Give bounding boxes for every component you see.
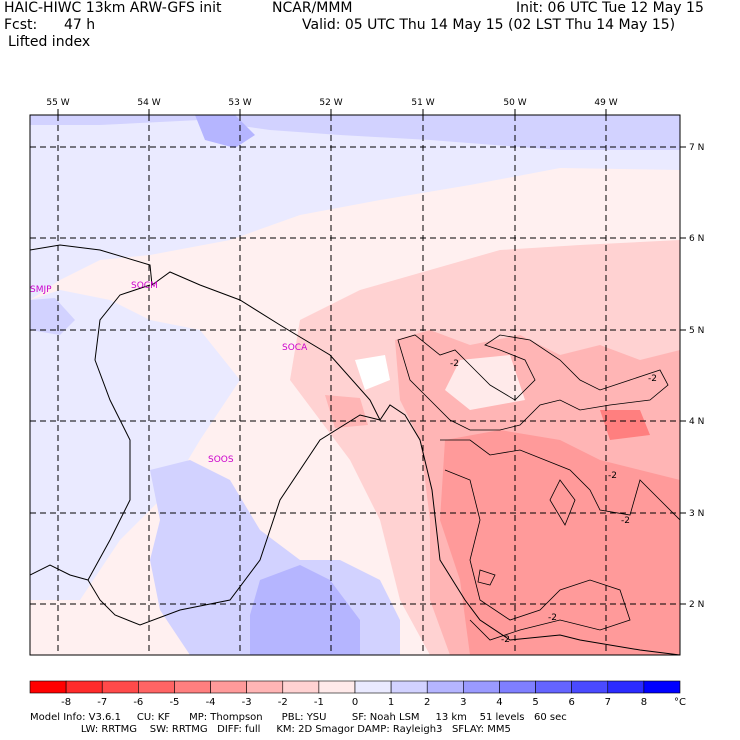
colorbar-swatch bbox=[210, 680, 247, 694]
init-time: Init: 06 UTC Tue 12 May 15 bbox=[516, 0, 704, 16]
colorbar-tick-label: -6 bbox=[133, 697, 143, 708]
colorbar-swatch bbox=[318, 680, 356, 694]
forecast-label: Fcst: bbox=[4, 17, 38, 33]
model-title: HAIC-HIWC 13km ARW-GFS init bbox=[4, 0, 222, 16]
lon-label: 54 W bbox=[137, 98, 160, 108]
lat-label: 3 N bbox=[689, 509, 704, 519]
lat-label: 2 N bbox=[689, 600, 704, 610]
contour-label: -2 bbox=[608, 471, 617, 481]
coastlines-borders bbox=[30, 244, 680, 655]
colorbar-tick-label: -2 bbox=[278, 697, 288, 708]
colorbar-swatch bbox=[643, 680, 681, 694]
colorbar-tick-label: 6 bbox=[568, 697, 574, 708]
org-label: NCAR/MMM bbox=[272, 0, 353, 16]
colorbar-tick-label: 1 bbox=[388, 697, 394, 708]
colorbar-swatch bbox=[246, 680, 284, 694]
model-info-line-1: Model Info: V3.6.1 CU: KF MP: Thompson P… bbox=[30, 712, 567, 723]
station-label-smjp: SMJP bbox=[30, 285, 52, 295]
station-label-socm: SOCM bbox=[131, 281, 158, 291]
lat-lon-grid bbox=[30, 115, 680, 655]
map-frame bbox=[29, 114, 681, 656]
colorbar-swatch bbox=[101, 680, 139, 694]
forecast-hour: 47 h bbox=[64, 17, 96, 33]
colorbar-swatch bbox=[138, 680, 175, 694]
colorbar-tick-label: -7 bbox=[97, 697, 107, 708]
colorbar-tick-label: 0 bbox=[352, 697, 358, 708]
colorbar-swatch bbox=[282, 680, 320, 694]
contour-label: -2 bbox=[548, 613, 557, 623]
colorbar-tick-label: 5 bbox=[532, 697, 538, 708]
colorbar-swatch bbox=[65, 680, 103, 694]
colorbar-swatch bbox=[571, 680, 609, 694]
colorbar-tick-label: -4 bbox=[206, 697, 216, 708]
contour-label: -2 bbox=[648, 374, 657, 384]
colorbar-swatch bbox=[354, 680, 392, 694]
colorbar-tick-label: -8 bbox=[61, 697, 71, 708]
field-name: Lifted index bbox=[8, 34, 91, 50]
colorbar-swatch bbox=[607, 680, 645, 694]
contour-lines bbox=[397, 334, 680, 641]
colorbar-tick-label: 2 bbox=[424, 697, 430, 708]
colorbar-tick-label: -1 bbox=[314, 697, 324, 708]
station-label-soos: SOOS bbox=[208, 455, 234, 465]
station-label-soca: SOCA bbox=[282, 343, 308, 353]
lon-label: 55 W bbox=[46, 98, 69, 108]
colorbar-swatch bbox=[426, 680, 464, 694]
colorbar-unit: °C bbox=[674, 697, 686, 708]
model-info-line-2: LW: RRTMG SW: RRTMG DIFF: full KM: 2D Sm… bbox=[30, 724, 511, 735]
colorbar-tick-label: 7 bbox=[605, 697, 611, 708]
lon-label: 53 W bbox=[228, 98, 251, 108]
valid-time: Valid: 05 UTC Thu 14 May 15 (02 LST Thu … bbox=[302, 17, 676, 33]
colorbar-swatch bbox=[535, 680, 572, 694]
lon-label: 52 W bbox=[319, 98, 342, 108]
lat-label: 4 N bbox=[689, 417, 704, 427]
contour-label: -2 bbox=[621, 516, 630, 526]
colorbar-tick-label: -5 bbox=[169, 697, 179, 708]
shaded-field bbox=[30, 115, 680, 655]
lon-label: 50 W bbox=[503, 98, 526, 108]
lon-label: 49 W bbox=[594, 98, 617, 108]
colorbar-swatch bbox=[29, 680, 67, 694]
lat-label: 6 N bbox=[689, 234, 704, 244]
axis-ticks bbox=[57, 109, 686, 605]
lat-label: 7 N bbox=[689, 143, 704, 153]
colorbar-swatch bbox=[390, 680, 428, 694]
colorbar-swatch bbox=[499, 680, 536, 694]
colorbar-swatch bbox=[463, 680, 500, 694]
colorbar-swatch bbox=[174, 680, 211, 694]
lon-label: 51 W bbox=[411, 98, 434, 108]
contour-label: -2 bbox=[450, 359, 459, 369]
colorbar-tick-label: -3 bbox=[242, 697, 252, 708]
colorbar-tick-label: 8 bbox=[641, 697, 647, 708]
colorbar: -8 -7 -6 -5 -4 -3 -2 -1 0 1 2 3 4 5 6 7 8 bbox=[29, 680, 681, 708]
contour-label: -2 bbox=[501, 635, 510, 645]
lat-label: 5 N bbox=[689, 326, 704, 336]
colorbar-tick-label: 3 bbox=[460, 697, 466, 708]
colorbar-tick-label: 4 bbox=[496, 697, 502, 708]
